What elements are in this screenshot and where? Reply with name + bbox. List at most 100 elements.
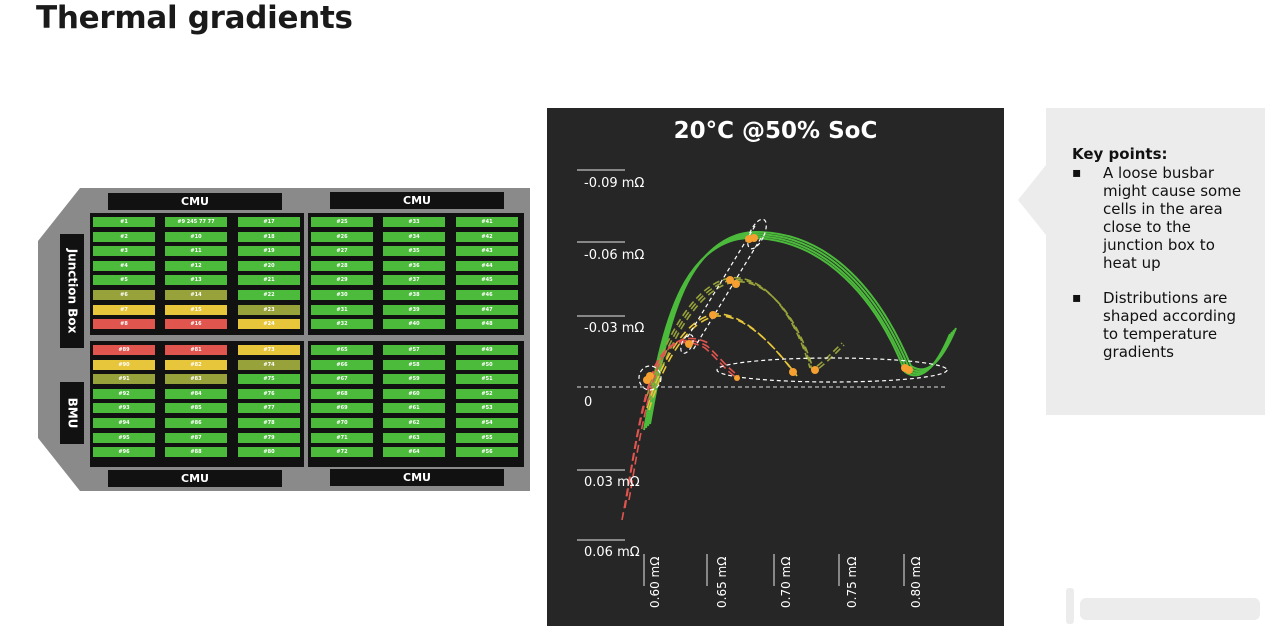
origin-outline bbox=[638, 365, 662, 391]
bmu: BMU bbox=[60, 382, 84, 444]
battery-cell: #56 bbox=[456, 447, 518, 458]
battery-cell: #25 bbox=[311, 217, 373, 227]
battery-cell: #58 bbox=[383, 359, 445, 370]
battery-cell: #6 bbox=[93, 290, 155, 300]
battery-cell: #69 bbox=[311, 403, 373, 414]
x-tick-label: 0.80 mΩ bbox=[909, 556, 923, 608]
peak-trend-line bbox=[686, 225, 756, 339]
battery-cell: #50 bbox=[456, 359, 518, 370]
cmu-top-left: CMU bbox=[108, 193, 282, 210]
key-point-1: A loose busbar might cause some cells in… bbox=[1103, 164, 1242, 272]
bullet-icon: ▪ bbox=[1072, 290, 1082, 306]
battery-cell: #37 bbox=[383, 275, 445, 286]
battery-cell: #63 bbox=[383, 432, 445, 443]
battery-cell: #84 bbox=[165, 388, 227, 399]
battery-cell: #65 bbox=[311, 345, 373, 355]
battery-cell: #79 bbox=[238, 432, 300, 443]
x-tick-label: 0.65 mΩ bbox=[715, 556, 729, 608]
battery-cell: #5 bbox=[93, 275, 155, 286]
yellow-curve bbox=[648, 315, 798, 411]
battery-cell: #7 bbox=[93, 304, 155, 315]
y-tick-label: -0.03 mΩ bbox=[584, 321, 645, 336]
cmu-top-right: CMU bbox=[330, 192, 504, 209]
battery-cell: #93 bbox=[93, 403, 155, 414]
battery-cell: #17 bbox=[238, 217, 300, 227]
marker bbox=[905, 366, 913, 374]
x-tick-label: 0.70 mΩ bbox=[779, 556, 793, 608]
cell-module: #89 #90 #91 #92 #93 #94 #95 #96 #81 #82 #83 #84 #85 #… bbox=[90, 341, 304, 467]
battery-cell: #85 bbox=[165, 403, 227, 414]
y-tick-label: 0 bbox=[584, 395, 593, 410]
nyquist-plot bbox=[577, 169, 957, 586]
battery-cell: #45 bbox=[456, 275, 518, 286]
marker bbox=[685, 340, 693, 348]
marker bbox=[643, 376, 651, 384]
watermark-graphic bbox=[1066, 588, 1260, 624]
marker-points bbox=[643, 234, 913, 384]
battery-cell: #51 bbox=[456, 374, 518, 385]
battery-cell: #44 bbox=[456, 260, 518, 271]
battery-cell: #42 bbox=[456, 231, 518, 242]
marker bbox=[726, 276, 734, 284]
junction-box-label: Junction Box bbox=[65, 248, 80, 334]
marker bbox=[811, 366, 819, 374]
battery-cell: #28 bbox=[311, 260, 373, 271]
battery-cell: #77 bbox=[238, 403, 300, 414]
battery-cell: #74 bbox=[238, 359, 300, 370]
battery-cell: #60 bbox=[383, 388, 445, 399]
battery-cell: #2 bbox=[93, 231, 155, 242]
battery-cell: #29 bbox=[311, 275, 373, 286]
battery-cell: #75 bbox=[238, 374, 300, 385]
battery-cell: #8 bbox=[93, 319, 155, 330]
battery-cell: #23 bbox=[238, 304, 300, 315]
battery-cell: #35 bbox=[383, 246, 445, 257]
battery-cell: #90 bbox=[93, 359, 155, 370]
battery-cell: #52 bbox=[456, 388, 518, 399]
battery-cell: #66 bbox=[311, 359, 373, 370]
marker bbox=[732, 280, 740, 288]
battery-cell: #73 bbox=[238, 345, 300, 355]
marker bbox=[709, 311, 717, 319]
battery-cell: #41 bbox=[456, 217, 518, 227]
battery-cell: #54 bbox=[456, 418, 518, 428]
cell-module: #1 #2 #3 #4 #5 #6 #7 #8 #9 245 77 77 #10 #11 #12 #13… bbox=[90, 213, 304, 335]
battery-cell: #82 bbox=[165, 359, 227, 370]
battery-cell: #24 bbox=[238, 319, 300, 330]
battery-cell: #49 bbox=[456, 345, 518, 355]
red-curve bbox=[628, 337, 711, 501]
cell-module: #65 #66 #67 #68 #69 #70 #71 #72 #57 #58 #59 #60 #61 #… bbox=[308, 341, 524, 467]
marker bbox=[734, 375, 740, 381]
battery-cell: #57 bbox=[383, 345, 445, 355]
battery-cell: #36 bbox=[383, 260, 445, 271]
battery-cell: #16 bbox=[165, 319, 227, 330]
red-curve bbox=[621, 341, 738, 521]
battery-cell: #32 bbox=[311, 319, 373, 330]
battery-cell: #3 bbox=[93, 246, 155, 257]
battery-cell: #86 bbox=[165, 418, 227, 428]
bmu-label: BMU bbox=[65, 397, 79, 429]
battery-cell: #22 bbox=[238, 290, 300, 300]
y-tick-label: -0.06 mΩ bbox=[584, 248, 645, 263]
cmu-bottom-right: CMU bbox=[330, 469, 504, 486]
battery-cell: #87 bbox=[165, 432, 227, 443]
battery-cell: #92 bbox=[93, 388, 155, 399]
battery-cell: #13 bbox=[165, 275, 227, 286]
battery-cell: #64 bbox=[383, 447, 445, 458]
battery-cell: #39 bbox=[383, 304, 445, 315]
valley-outline bbox=[716, 357, 948, 383]
battery-cell: #55 bbox=[456, 432, 518, 443]
battery-cell: #10 bbox=[165, 231, 227, 242]
y-tick-label: 0.03 mΩ bbox=[584, 475, 640, 490]
chart-title: 20°C @50% SoC bbox=[673, 118, 878, 144]
battery-cell: #68 bbox=[311, 388, 373, 399]
battery-cell: #31 bbox=[311, 304, 373, 315]
key-points-box: Key points: ▪ A loose busbar might cause… bbox=[1046, 108, 1265, 415]
battery-cell: #94 bbox=[93, 418, 155, 428]
battery-cell: #38 bbox=[383, 290, 445, 300]
battery-cell: #96 bbox=[93, 447, 155, 458]
battery-cell: #30 bbox=[311, 290, 373, 300]
y-tick-label: 0.06 mΩ bbox=[584, 545, 640, 560]
olive-series bbox=[646, 277, 845, 401]
key-point-2: Distributions are shaped according to te… bbox=[1103, 289, 1237, 361]
battery-cell: #81 bbox=[165, 345, 227, 355]
